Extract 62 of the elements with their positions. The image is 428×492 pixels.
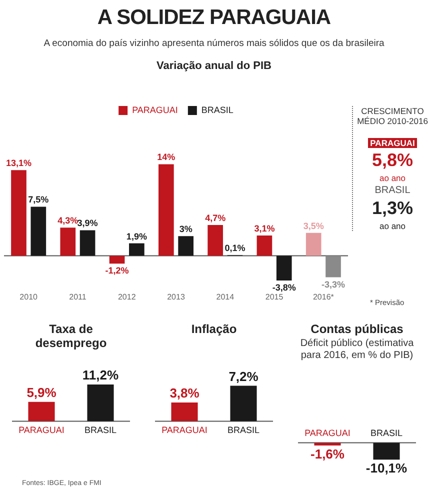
- chart-title: A SOLIDEZ PARAGUAIA: [96, 6, 332, 30]
- data-label: 4,3%: [58, 216, 78, 226]
- chart-subtitle: A economia do país vizinho apresenta números mais sólidos que os da brasileira: [42, 38, 386, 49]
- data-label: 4,7%: [205, 212, 226, 223]
- x-tick-label: 2012: [118, 292, 136, 302]
- data-label: 3,1%: [254, 223, 275, 234]
- bar: [178, 236, 194, 256]
- chart-title: Inflação: [190, 322, 238, 336]
- bar: [11, 170, 26, 256]
- text: 1,3%: [372, 198, 414, 218]
- data-label: 13,1%: [6, 158, 32, 168]
- x-tick-label: 2010: [20, 292, 38, 302]
- data-label: 3%: [179, 224, 192, 234]
- x-tick-label: BRASIL: [84, 425, 117, 436]
- text: ao ano: [380, 173, 406, 183]
- text: 5,8%: [372, 150, 414, 170]
- text: BRASIL: [374, 185, 410, 196]
- chart-title: Taxa de desemprego: [34, 322, 108, 350]
- legend-label: PARAGUAI: [132, 104, 178, 115]
- chart-title: Contas públicas: [310, 322, 404, 336]
- data-label: -1,6%: [310, 446, 345, 462]
- data-label: 11,2%: [82, 368, 120, 383]
- x-tick-label: 2015: [265, 292, 284, 302]
- data-label: 7,2%: [228, 368, 259, 384]
- x-tick-label: BRASIL: [227, 425, 260, 436]
- bar: [276, 256, 292, 281]
- x-tick-label: 2011: [69, 292, 87, 302]
- x-tick-label: 2013: [167, 292, 186, 302]
- x-tick-label: PARAGUAI: [304, 428, 350, 438]
- legend-label: BRASIL: [201, 104, 234, 115]
- bar: [30, 206, 46, 256]
- x-tick-label: BRASIL: [370, 428, 403, 438]
- data-label: -3,3%: [322, 279, 346, 290]
- data-label: 3,9%: [77, 218, 98, 228]
- data-label: 0,1%: [224, 243, 246, 254]
- x-tick-label: PARAGUAI: [162, 425, 208, 436]
- bar: [109, 256, 125, 264]
- data-label: 3,5%: [303, 220, 324, 231]
- data-label: 14%: [157, 152, 176, 162]
- bar: [256, 235, 272, 256]
- bar: [129, 243, 144, 256]
- data-label: 1,9%: [126, 231, 147, 242]
- x-tick-label: 2016*: [312, 292, 334, 302]
- data-label: 7,5%: [28, 194, 49, 205]
- bar: [158, 164, 174, 256]
- bar: [60, 228, 76, 256]
- data-label: -1,2%: [105, 266, 129, 276]
- bar: [326, 256, 341, 278]
- bar: [80, 230, 96, 256]
- bar: [306, 232, 322, 256]
- text: CRESCIMENTO MÉDIO 2010-2016: [357, 106, 428, 126]
- bar: [208, 225, 223, 256]
- text: PARAGUAI: [368, 138, 417, 148]
- data-label: -10,1%: [366, 460, 408, 476]
- x-tick-label: PARAGUAI: [18, 425, 64, 436]
- chart-subtitle: Déficit público (estimativa para 2016, em % do PIB): [299, 338, 415, 362]
- x-tick-label: 2014: [216, 292, 235, 302]
- data-label: 5,9%: [26, 384, 57, 400]
- data-label: 3,8%: [170, 386, 200, 401]
- text: ao ano: [380, 221, 406, 231]
- data-label: -3,8%: [272, 282, 296, 293]
- text: Variação anual do PIB: [156, 60, 272, 72]
